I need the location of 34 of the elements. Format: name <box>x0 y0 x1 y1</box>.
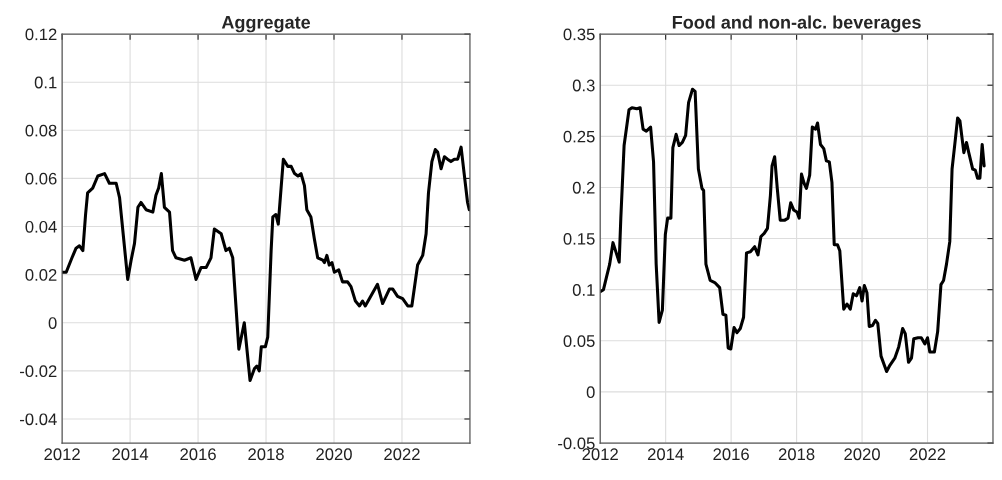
x-tick-label: 2018 <box>778 448 815 461</box>
x-tick-label: 2016 <box>180 448 216 461</box>
y-tick-label: 0.02 <box>25 269 57 281</box>
y-tick-label: -0.04 <box>20 413 57 426</box>
y-tick-label: 0.04 <box>25 220 57 233</box>
y-tick-label: -0.02 <box>20 365 57 378</box>
x-tick-label: 2018 <box>248 448 284 461</box>
y-tick-label: 0.08 <box>25 124 57 137</box>
y-tick-label: 0 <box>48 317 57 329</box>
x-tick-label: 2014 <box>647 448 684 461</box>
x-tick-label: 2020 <box>316 448 352 461</box>
y-tick-label: 0.06 <box>25 172 57 185</box>
y-tick-label: 0.1 <box>34 76 57 89</box>
y-tick-label: 0.15 <box>563 232 595 245</box>
x-tick-label: 2012 <box>44 448 80 461</box>
x-tick-label: 2016 <box>713 448 749 461</box>
x-tick-label: 2020 <box>844 448 880 461</box>
line-series <box>600 87 986 373</box>
x-tick-label: 2022 <box>384 448 420 461</box>
x-tick-label: 2014 <box>112 448 149 461</box>
y-tick-label: -0.05 <box>558 437 595 450</box>
y-tick-label: 0.35 <box>563 28 595 41</box>
chart-title: Food and non-alc. beverages <box>672 15 921 33</box>
y-tick-label: 0.3 <box>572 79 595 92</box>
y-tick-label: 0.05 <box>563 335 595 347</box>
x-tick-label: 2012 <box>582 448 618 461</box>
y-tick-label: 0 <box>586 386 595 399</box>
y-tick-label: 0.25 <box>563 130 595 143</box>
line-series <box>62 145 470 383</box>
y-tick-label: 0.1 <box>572 284 595 296</box>
chart-title: Aggregate <box>221 16 311 33</box>
y-tick-label: 0.12 <box>25 28 57 41</box>
x-tick-label: 2022 <box>909 448 946 461</box>
y-tick-label: 0.2 <box>572 181 595 194</box>
